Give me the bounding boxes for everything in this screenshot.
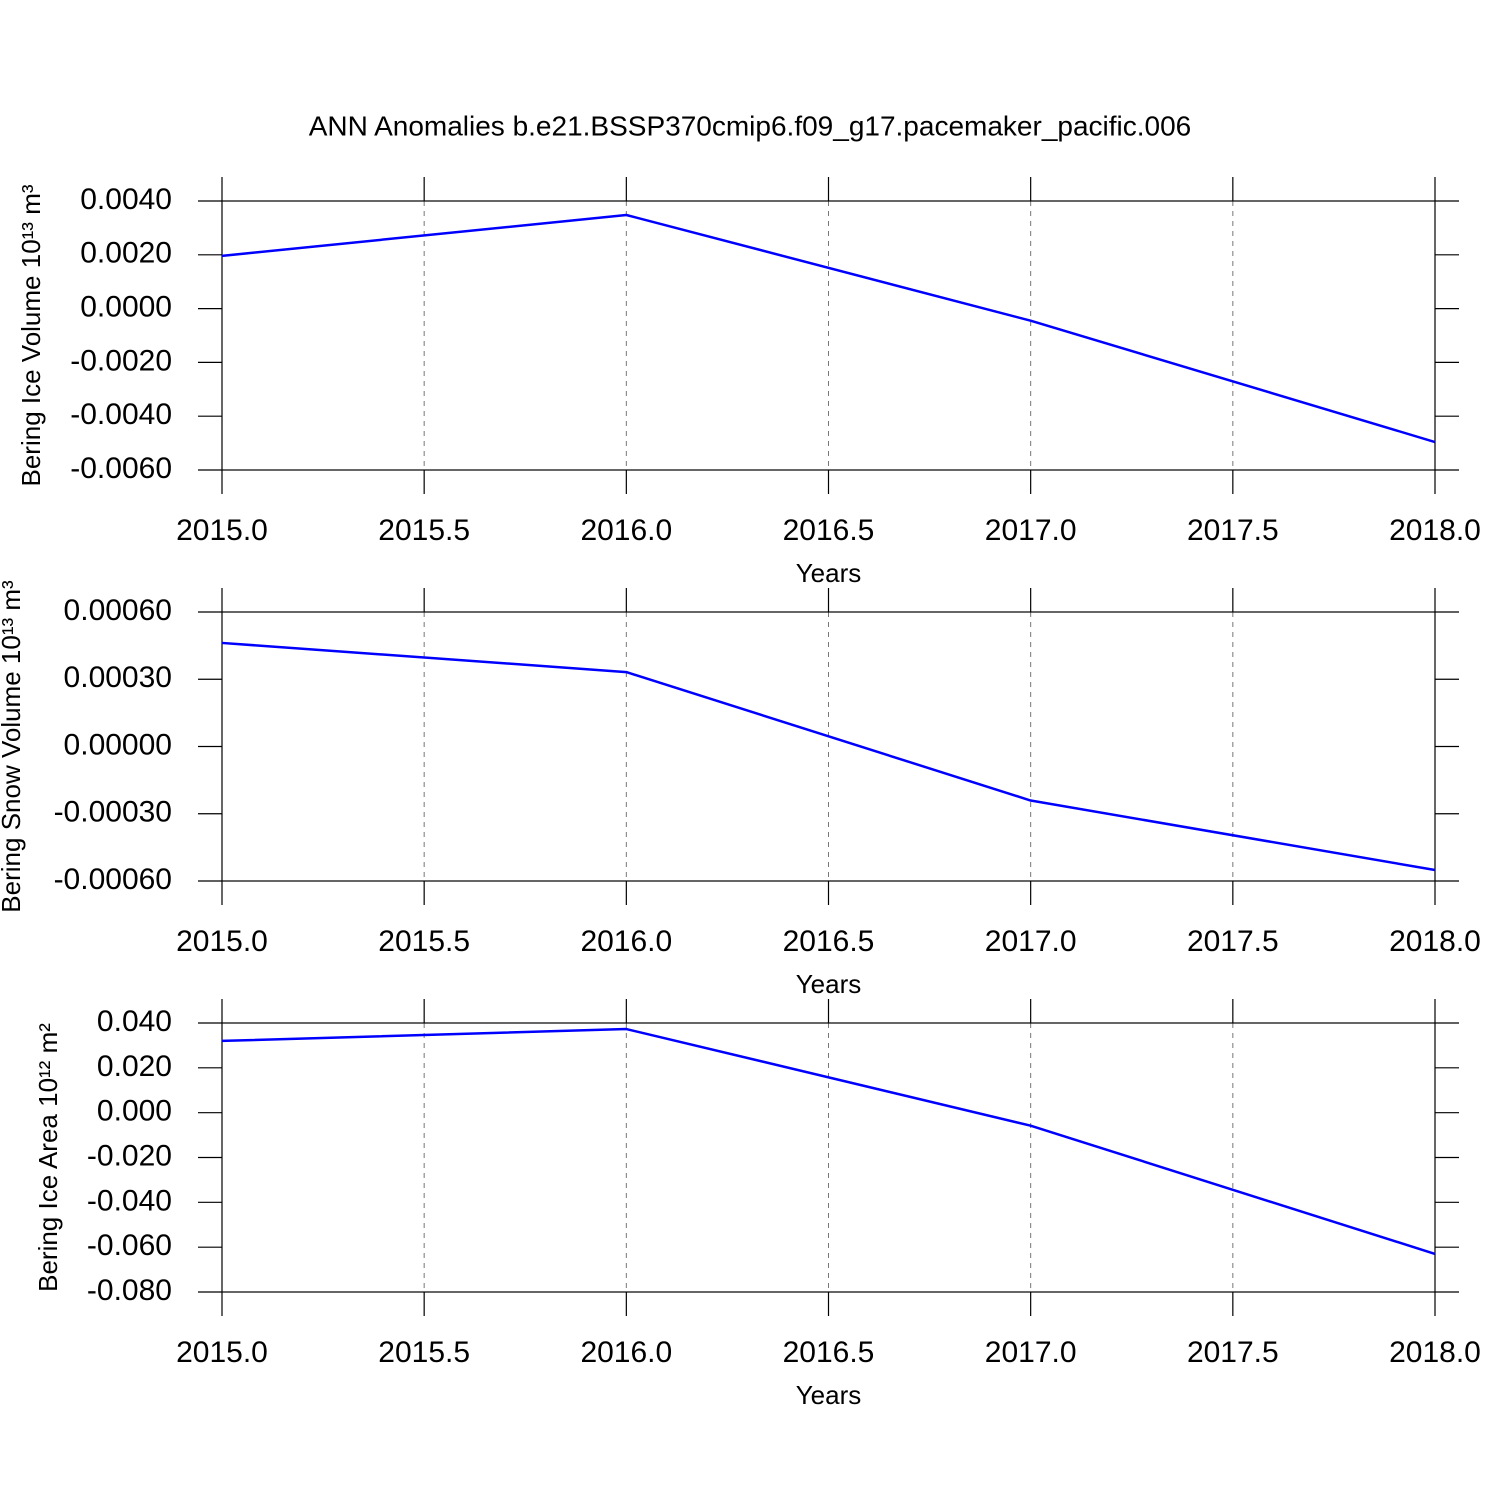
y-tick-label: -0.00060 — [54, 863, 172, 896]
y-tick-label: 0.00030 — [64, 661, 172, 694]
plot-frame — [221, 1022, 1436, 1293]
x-axis-label: Years — [796, 1380, 862, 1410]
data-line — [221, 1027, 1436, 1256]
x-tick-label: 2015.0 — [176, 925, 268, 958]
y-tick-label: 0.00000 — [64, 728, 172, 761]
y-axis-label: Bering Ice Volume 10¹³ m³ — [16, 184, 46, 486]
x-tick-label: 2017.5 — [1187, 925, 1279, 958]
x-tick-label: 2015.5 — [378, 925, 470, 958]
x-tick-label: 2016.5 — [783, 514, 875, 547]
y-axis-label: Bering Ice Area 10¹² m² — [33, 1023, 63, 1292]
data-line — [221, 213, 1436, 444]
x-tick-label: 2018.0 — [1389, 925, 1481, 958]
plot-frame — [221, 200, 1436, 471]
y-tick-label: -0.00030 — [54, 796, 172, 829]
x-tick-label: 2015.0 — [176, 514, 268, 547]
y-tick-label: -0.080 — [87, 1274, 172, 1307]
x-tick-label: 2017.0 — [985, 1336, 1077, 1369]
x-tick-label: 2018.0 — [1389, 514, 1481, 547]
y-tick-label: -0.040 — [87, 1184, 172, 1217]
y-tick-label: -0.0020 — [70, 344, 172, 377]
x-tick-label: 2016.0 — [580, 925, 672, 958]
y-tick-label: 0.040 — [97, 1005, 172, 1038]
y-tick-label: -0.0060 — [70, 452, 172, 485]
chart-title: ANN Anomalies b.e21.BSSP370cmip6.f09_g17… — [309, 110, 1192, 141]
plot-frame — [221, 611, 1436, 882]
data-line — [221, 641, 1436, 872]
y-tick-label: 0.0000 — [80, 291, 172, 324]
x-tick-label: 2017.5 — [1187, 514, 1279, 547]
x-tick-label: 2015.0 — [176, 1336, 268, 1369]
x-tick-label: 2015.5 — [378, 1336, 470, 1369]
x-tick-label: 2017.5 — [1187, 1336, 1279, 1369]
y-tick-label: 0.0040 — [80, 183, 172, 216]
y-axis-label: Bering Snow Volume 10¹³ m³ — [0, 580, 26, 913]
y-tick-label: 0.0020 — [80, 237, 172, 270]
y-tick-label: 0.000 — [97, 1095, 172, 1128]
y-tick-label: -0.060 — [87, 1229, 172, 1262]
x-axis-label: Years — [796, 969, 862, 999]
y-tick-label: -0.0040 — [70, 398, 172, 431]
y-tick-label: 0.020 — [97, 1050, 172, 1083]
x-tick-label: 2016.5 — [783, 1336, 875, 1369]
x-tick-label: 2018.0 — [1389, 1336, 1481, 1369]
x-tick-label: 2017.0 — [985, 925, 1077, 958]
x-tick-label: 2016.0 — [580, 514, 672, 547]
x-tick-label: 2015.5 — [378, 514, 470, 547]
y-tick-label: -0.020 — [87, 1139, 172, 1172]
x-tick-label: 2016.0 — [580, 1336, 672, 1369]
x-tick-label: 2017.0 — [985, 514, 1077, 547]
y-tick-label: 0.00060 — [64, 594, 172, 627]
x-tick-label: 2016.5 — [783, 925, 875, 958]
x-axis-label: Years — [796, 558, 862, 588]
